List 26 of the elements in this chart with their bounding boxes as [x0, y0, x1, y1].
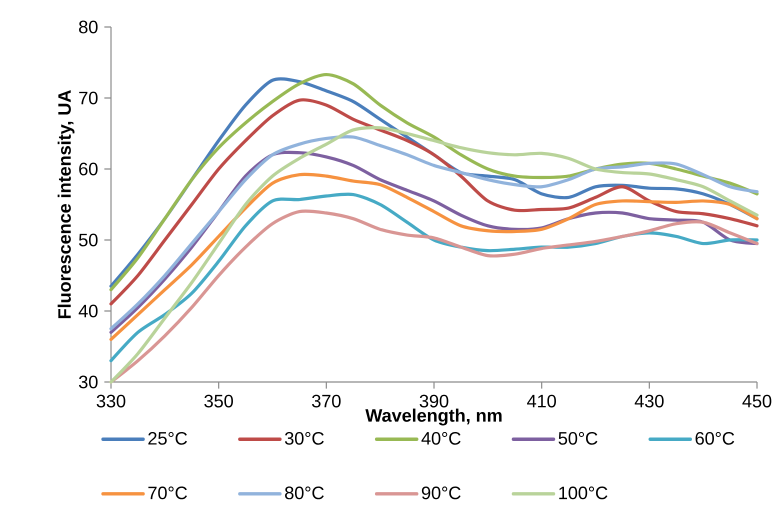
x-axis-title: Wavelength, nm: [365, 408, 502, 426]
y-tick-label: 80: [79, 20, 98, 34]
legend-label: 60°C: [696, 432, 734, 445]
y-tick-label: 50: [78, 234, 98, 246]
legend-label: 70°C: [148, 486, 188, 500]
legend-label: 30°C: [284, 432, 324, 445]
x-tick-label: 350: [204, 394, 233, 408]
x-tick-label: 450: [742, 394, 772, 408]
y-tick-label: 30: [78, 376, 98, 388]
legend-label: 25°C: [148, 432, 188, 445]
legend-label: 40°C: [421, 432, 461, 445]
x-tick-label: 430: [634, 394, 664, 408]
y-tick-label: 60: [79, 162, 98, 176]
x-tick-label: 330: [96, 394, 126, 408]
x-tick-label: 410: [527, 394, 556, 408]
x-tick-label: 370: [312, 394, 341, 408]
line-series: [109, 98, 759, 306]
legend-label: 90°C: [422, 486, 461, 500]
legend-label: 100°C: [559, 486, 608, 500]
legend-label: 80°C: [285, 486, 324, 500]
y-tick-label: 40: [78, 304, 98, 318]
y-axis-title: Fluorescence intensity, UA: [58, 90, 74, 318]
line-series: [109, 172, 759, 341]
legend-label: 50°C: [558, 432, 598, 445]
y-tick-label: 70: [79, 92, 98, 104]
x-tick-label: 390: [420, 394, 448, 408]
